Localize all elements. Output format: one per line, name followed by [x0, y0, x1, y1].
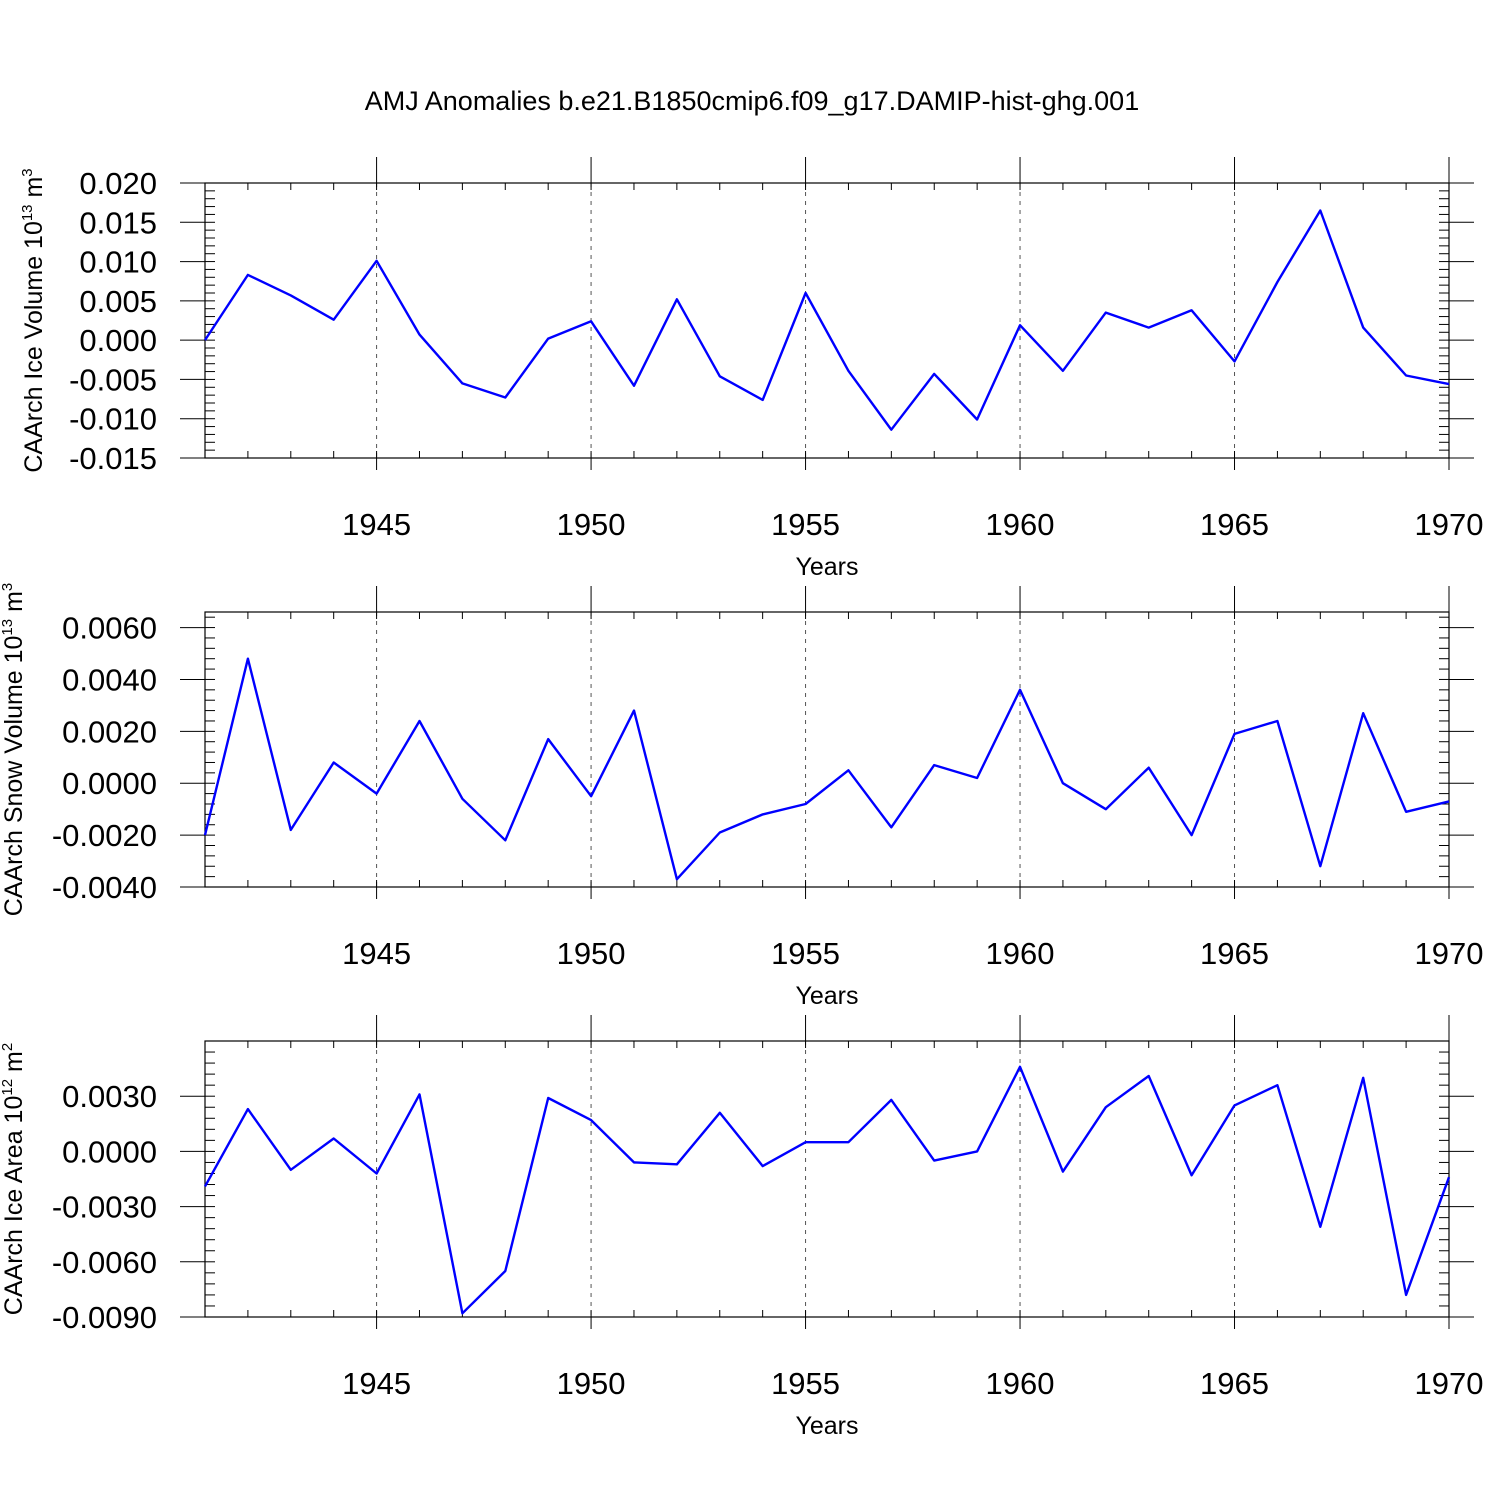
x-tick-label: 1955 — [771, 936, 840, 971]
y-tick-label: -0.0090 — [52, 1300, 157, 1335]
x-tick-label: 1960 — [986, 936, 1055, 971]
series-line — [203, 657, 1450, 881]
y-tick-label: -0.005 — [69, 362, 157, 397]
x-tick-label: 1950 — [557, 1366, 626, 1401]
x-tick-label: 1970 — [1415, 507, 1484, 542]
y-tick-label: 0.0040 — [62, 662, 157, 697]
y-tick-label: -0.015 — [69, 441, 157, 476]
x-tick-label: 1965 — [1200, 507, 1269, 542]
y-tick-label: 0.0020 — [62, 714, 157, 749]
y-tick-label: 0.0030 — [62, 1079, 157, 1114]
y-tick-label: -0.0020 — [52, 818, 157, 853]
y-tick-label: 0.005 — [79, 284, 157, 319]
x-tick-label: 1945 — [342, 507, 411, 542]
series-line — [203, 209, 1450, 431]
panel-1: 1945 1950 1955 1960 1965 1970 0.020 0.015 0.010 0… — [19, 157, 1483, 581]
x-tick-label: 1950 — [557, 507, 626, 542]
plot-frame — [204, 1040, 1450, 1318]
x-tick-label: 1970 — [1415, 936, 1484, 971]
plot-frame — [204, 182, 1450, 459]
y-tick-label: 0.0060 — [62, 611, 157, 646]
y-tick-label: -0.0060 — [52, 1245, 157, 1280]
y-axis-label: CAArch Ice Volume 1013 m3 — [19, 168, 48, 472]
x-axis-label: Years — [795, 553, 858, 581]
x-tick-label: 1965 — [1200, 936, 1269, 971]
y-tick-label: 0.0000 — [62, 1134, 157, 1169]
panel-3: 1945 1950 1955 1960 1965 1970 0.0030 0.0000 -0.0… — [0, 1015, 1483, 1440]
y-tick-label: 0.020 — [79, 166, 157, 201]
panel-2: 1945 1950 1955 1960 1965 1970 0.0060 0.0040 0.00… — [0, 583, 1483, 1010]
y-tick-label: -0.0040 — [52, 870, 157, 905]
plot-frame — [204, 611, 1450, 888]
series-line — [203, 1065, 1451, 1315]
x-tick-label: 1945 — [342, 1366, 411, 1401]
x-axis-label: Years — [795, 982, 858, 1010]
x-tick-label: 1950 — [557, 936, 626, 971]
x-tick-label: 1955 — [771, 1366, 840, 1401]
y-tick-label: 0.015 — [79, 205, 157, 240]
x-tick-label: 1965 — [1200, 1366, 1269, 1401]
x-tick-label: 1955 — [771, 507, 840, 542]
y-tick-label: -0.0030 — [52, 1190, 157, 1225]
y-tick-label: 0.0000 — [62, 766, 157, 801]
x-tick-label: 1970 — [1415, 1366, 1484, 1401]
y-tick-label: 0.010 — [79, 245, 157, 280]
y-axis-label: CAArch Snow Volume 1013 m3 — [0, 583, 28, 917]
y-axis-label: CAArch Ice Area 1012 m2 — [0, 1043, 28, 1315]
x-tick-label: 1960 — [986, 507, 1055, 542]
x-axis-label: Years — [795, 1412, 858, 1440]
x-tick-label: 1945 — [342, 936, 411, 971]
y-tick-label: 0.000 — [79, 323, 157, 358]
x-tick-label: 1960 — [986, 1366, 1055, 1401]
y-tick-label: -0.010 — [69, 402, 157, 437]
chart-title: AMJ Anomalies b.e21.B1850cmip6.f09_g17.D… — [365, 86, 1139, 116]
